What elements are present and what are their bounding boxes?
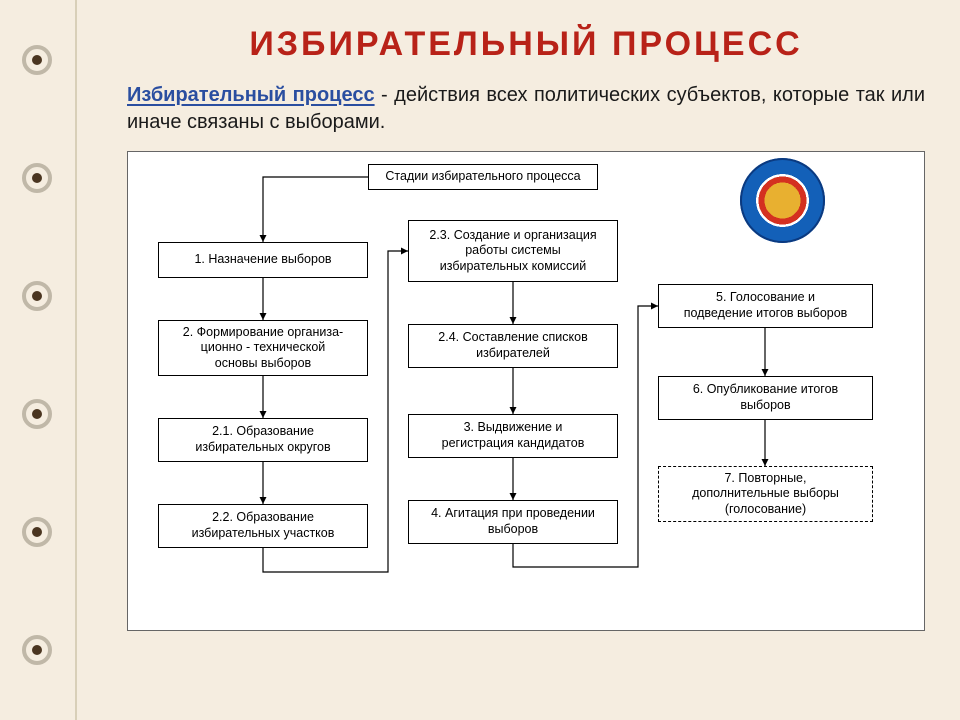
- page-title: ИЗБИРАТЕЛЬНЫЙ ПРОЦЕСС: [127, 25, 925, 64]
- binder-ring: [22, 45, 52, 75]
- flowchart-edge: [263, 177, 368, 242]
- flowchart: Стадии избирательного процесса 1. Назначе…: [127, 151, 925, 631]
- binder-strip: [0, 0, 75, 720]
- flowchart-node: 5. Голосование иподведение итогов выборо…: [658, 284, 873, 328]
- flowchart-node: 3. Выдвижение ирегистрация кандидатов: [408, 414, 618, 458]
- binder-ring: [22, 635, 52, 665]
- flowchart-node: 4. Агитация при проведениивыборов: [408, 500, 618, 544]
- flowchart-node: 6. Опубликование итоговвыборов: [658, 376, 873, 420]
- flowchart-node: 1. Назначение выборов: [158, 242, 368, 278]
- flowchart-node: 2.1. Образованиеизбирательных округов: [158, 418, 368, 462]
- flowchart-node: 2.4. Составление списковизбирателей: [408, 324, 618, 368]
- binder-ring: [22, 517, 52, 547]
- binder-ring: [22, 163, 52, 193]
- flowchart-header: Стадии избирательного процесса: [368, 164, 598, 190]
- emblem-seal: [740, 158, 825, 243]
- page: ИЗБИРАТЕЛЬНЫЙ ПРОЦЕСС Избирательный проц…: [75, 0, 960, 720]
- flowchart-node: 7. Повторные,дополнительные выборы(голос…: [658, 466, 873, 522]
- definition-term: Избирательный процесс: [127, 84, 375, 106]
- binder-ring: [22, 399, 52, 429]
- binder-ring: [22, 281, 52, 311]
- definition-text: Избирательный процесс - действия всех по…: [127, 82, 925, 136]
- flowchart-node: 2. Формирование организа-ционно - технич…: [158, 320, 368, 376]
- flowchart-node: 2.3. Создание и организацияработы систем…: [408, 220, 618, 282]
- flowchart-node: 2.2. Образованиеизбирательных участков: [158, 504, 368, 548]
